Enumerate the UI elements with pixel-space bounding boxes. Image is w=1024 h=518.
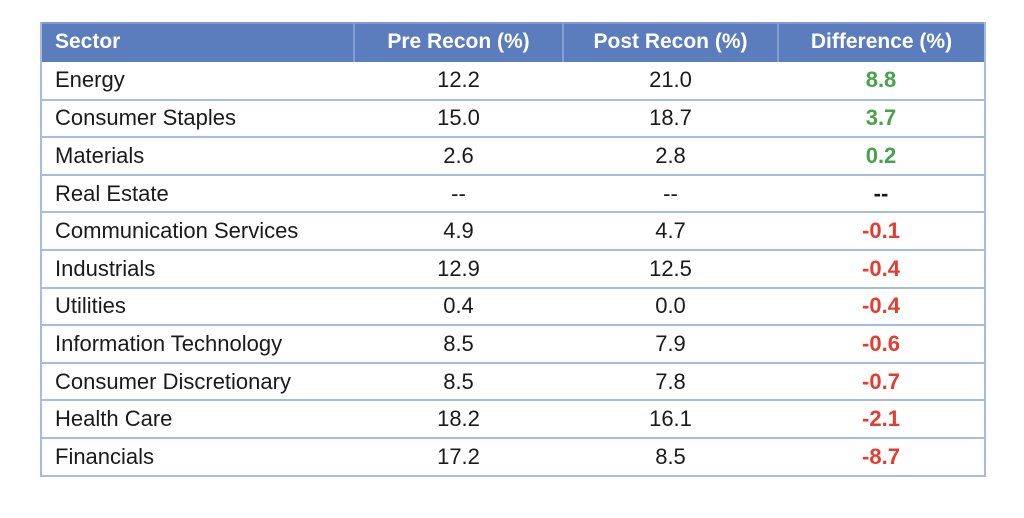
post-recon-cell: 7.9 <box>655 330 686 356</box>
post-recon-cell: 7.8 <box>655 368 686 394</box>
pre-recon-cell: 0.4 <box>443 293 474 319</box>
difference-cell: -2.1 <box>862 406 900 432</box>
pre-recon-cell: 8.5 <box>443 330 474 356</box>
difference-cell: -0.4 <box>862 293 900 319</box>
column-header-difference: Difference (%) <box>777 22 985 62</box>
table-row: Utilities 0.4 0.0 -0.4 <box>41 287 985 326</box>
pre-recon-cell: -- <box>451 180 466 206</box>
sector-cell: Financials <box>55 443 155 469</box>
table-row: Materials 2.6 2.8 0.2 <box>41 137 985 175</box>
difference-cell: -8.7 <box>862 443 900 469</box>
sector-cell: Materials <box>55 142 145 168</box>
table-row: Information Technology 8.5 7.9 -0.6 <box>41 325 985 363</box>
difference-cell: -0.1 <box>862 218 900 244</box>
table-row: Health Care 18.2 16.1 -2.1 <box>41 400 985 438</box>
post-recon-cell: 12.5 <box>649 255 692 281</box>
pre-recon-cell: 17.2 <box>437 443 480 469</box>
post-recon-cell: 21.0 <box>649 67 692 93</box>
sector-cell: Consumer Discretionary <box>55 368 291 394</box>
table-row: Communication Services 4.9 4.7 -0.1 <box>41 212 985 250</box>
difference-cell: -0.6 <box>862 330 900 356</box>
difference-cell: 0.2 <box>865 142 897 168</box>
table-row: Financials 17.2 8.5 -8.7 <box>41 437 985 476</box>
difference-cell: -0.7 <box>862 368 900 394</box>
sector-cell: Energy <box>55 67 125 93</box>
post-recon-cell: 4.7 <box>655 218 686 244</box>
sector-cell: Consumer Staples <box>55 105 236 131</box>
sector-cell: Communication Services <box>55 218 299 244</box>
column-header-sector: Sector <box>41 22 354 62</box>
post-recon-cell: 2.8 <box>655 142 686 168</box>
sector-cell: Utilities <box>55 293 126 319</box>
sector-recon-table-container: Sector Pre Recon (%) Post Recon (%) Diff… <box>40 22 986 477</box>
pre-recon-cell: 4.9 <box>443 218 474 244</box>
pre-recon-cell: 12.2 <box>437 67 480 93</box>
sector-cell: Real Estate <box>55 180 169 206</box>
difference-cell: 3.7 <box>865 105 897 131</box>
difference-cell: -- <box>873 180 889 206</box>
pre-recon-cell: 2.6 <box>443 142 474 168</box>
sector-cell: Industrials <box>55 255 156 281</box>
table-row: Industrials 12.9 12.5 -0.4 <box>41 249 985 288</box>
post-recon-cell: 8.5 <box>655 443 686 469</box>
post-recon-cell: -- <box>663 180 678 206</box>
post-recon-cell: 0.0 <box>655 293 686 319</box>
column-header-post-recon: Post Recon (%) <box>562 22 778 62</box>
sector-recon-table: Sector Pre Recon (%) Post Recon (%) Diff… <box>40 22 986 477</box>
pre-recon-cell: 12.9 <box>437 255 480 281</box>
sector-cell: Information Technology <box>55 330 283 356</box>
table-header-row: Sector Pre Recon (%) Post Recon (%) Diff… <box>41 22 985 62</box>
post-recon-cell: 16.1 <box>649 406 692 432</box>
pre-recon-cell: 15.0 <box>437 105 480 131</box>
table-row: Energy 12.2 21.0 8.8 <box>41 62 985 100</box>
difference-cell: 8.8 <box>865 67 897 93</box>
post-recon-cell: 18.7 <box>649 105 692 131</box>
table-row: Real Estate -- -- -- <box>41 174 985 213</box>
pre-recon-cell: 8.5 <box>443 368 474 394</box>
table-row: Consumer Discretionary 8.5 7.8 -0.7 <box>41 362 985 401</box>
sector-cell: Health Care <box>55 406 173 432</box>
column-header-pre-recon: Pre Recon (%) <box>353 22 563 62</box>
pre-recon-cell: 18.2 <box>437 406 480 432</box>
difference-cell: -0.4 <box>862 255 900 281</box>
table-row: Consumer Staples 15.0 18.7 3.7 <box>41 99 985 138</box>
